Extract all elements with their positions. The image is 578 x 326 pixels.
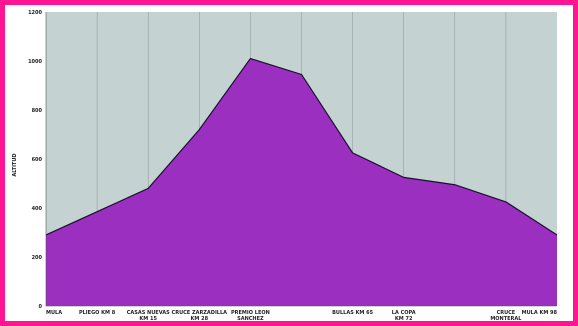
- chart-frame: 0 200 400 600 800 1000 1200 MULA PLIEGO KM 8 CAS…: [5, 5, 573, 321]
- y-tick-label: 1000: [28, 59, 42, 65]
- altitude-line: [45, 57, 558, 236]
- y-tick-label: 200: [32, 255, 43, 261]
- x-tick-label: CASAS NUEVAS KM 15: [127, 310, 170, 321]
- y-tick-label: 1200: [28, 10, 42, 16]
- x-tick-label: BULLAS KM 65: [332, 310, 374, 316]
- y-tick-label: 400: [32, 206, 43, 212]
- altitude-area: [46, 58, 557, 306]
- altitude-profile-chart: 0 200 400 600 800 1000 1200 MULA PLIEGO KM 8 CAS…: [12, 10, 558, 321]
- y-tick-label: 800: [32, 108, 43, 114]
- y-tick-label: 0: [39, 304, 43, 310]
- x-tick-label: CRUCE ZARZADILLA KM 28: [172, 310, 228, 321]
- x-tick-label: PREMIO LEON SANCHEZ: [231, 310, 270, 321]
- y-tick-labels: 0 200 400 600 800 1000 1200: [28, 10, 42, 310]
- x-tick-label: LA COPA KM 72: [392, 310, 416, 321]
- x-tick-label: PLIEGO KM 8: [79, 310, 116, 316]
- y-axis-label: ALTITUD: [12, 153, 18, 176]
- x-tick-label: MULA KM 98: [522, 310, 558, 316]
- x-tick-label: MULA: [46, 310, 62, 316]
- y-tick-label: 600: [32, 157, 43, 163]
- x-tick-label: CRUCE MONTERAL: [490, 310, 522, 321]
